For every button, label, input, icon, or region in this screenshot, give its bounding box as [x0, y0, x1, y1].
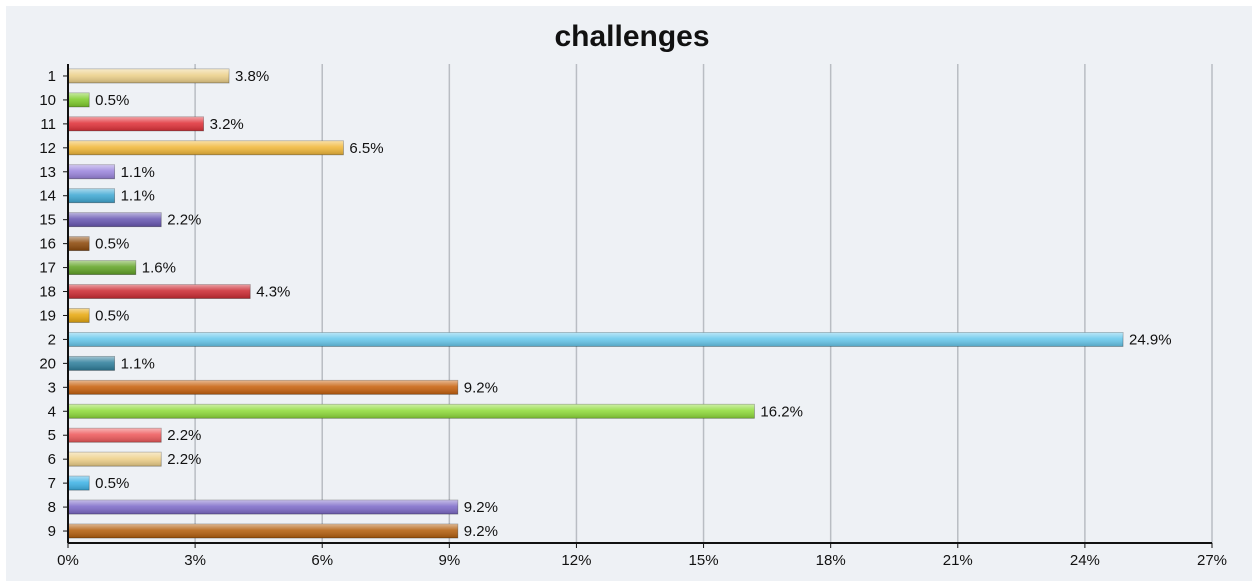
data-label: 9.2% — [464, 379, 498, 396]
data-label: 1.6% — [142, 260, 176, 277]
y-tick-label: 11 — [40, 116, 56, 133]
y-tick-label: 12 — [39, 140, 56, 157]
data-label: 6.5% — [349, 140, 383, 157]
y-tick-label: 16 — [39, 236, 56, 253]
bar-highlight — [68, 212, 162, 227]
data-label: 2.2% — [167, 451, 201, 468]
y-tick-label: 13 — [39, 164, 56, 181]
bar-highlight — [68, 116, 204, 131]
y-tick-label: 17 — [39, 260, 56, 277]
bar-highlight — [68, 140, 344, 155]
y-tick-label: 6 — [48, 451, 56, 468]
y-tick-label: 8 — [48, 499, 56, 516]
bar-highlight — [68, 332, 1124, 347]
x-tick-label: 0% — [57, 552, 79, 569]
y-tick-label: 19 — [39, 307, 56, 324]
bar-highlight — [68, 236, 90, 251]
x-tick-label: 3% — [184, 552, 206, 569]
data-label: 1.1% — [121, 164, 155, 181]
data-label: 1.1% — [121, 355, 155, 372]
y-tick-label: 10 — [39, 92, 56, 109]
bar-highlight — [68, 356, 115, 371]
data-label: 9.2% — [464, 499, 498, 516]
x-tick-label: 24% — [1070, 552, 1100, 569]
x-tick-label: 18% — [816, 552, 846, 569]
y-tick-label: 15 — [39, 212, 56, 229]
y-tick-label: 20 — [39, 355, 56, 372]
bar-chart: challenges 0% 3% 6% 9% 12% 15% 18% 21% 24% 27% 1 3.… — [39, 20, 1227, 569]
chart-panel: challenges 0% 3% 6% 9% 12% 15% 18% 21% 24% 27% 1 3.… — [6, 6, 1252, 581]
bar-highlight — [68, 92, 90, 107]
gridlines — [194, 64, 1213, 543]
bar-highlight — [68, 68, 230, 83]
data-label: 9.2% — [464, 523, 498, 540]
data-label: 24.9% — [1129, 331, 1172, 348]
bar-highlight — [68, 428, 162, 443]
chart-title: challenges — [554, 20, 709, 53]
bars — [67, 68, 1124, 539]
bar-highlight — [68, 164, 115, 179]
x-tick-label: 9% — [438, 552, 460, 569]
y-tick-label: 14 — [39, 188, 56, 205]
data-label: 3.2% — [210, 116, 244, 133]
data-label: 2.2% — [167, 212, 201, 229]
data-label: 4.3% — [256, 284, 290, 301]
x-tick-label: 15% — [689, 552, 719, 569]
bar-highlight — [68, 308, 90, 323]
y-tick-label: 3 — [48, 379, 56, 396]
data-label: 16.2% — [760, 403, 803, 420]
x-tick-label: 27% — [1197, 552, 1227, 569]
y-tick-label: 5 — [48, 427, 56, 444]
x-tick-label: 6% — [311, 552, 333, 569]
x-tick-label: 12% — [561, 552, 591, 569]
bar-highlight — [68, 380, 458, 395]
y-tick-label: 4 — [48, 403, 56, 420]
data-label: 0.5% — [95, 475, 129, 492]
data-label: 2.2% — [167, 427, 201, 444]
axes — [63, 64, 1213, 548]
bar-highlight — [68, 284, 251, 299]
data-label: 3.8% — [235, 68, 269, 85]
labels: 0% 3% 6% 9% 12% 15% 18% 21% 24% 27% 1 3.8% 10 0.5% 11 3… — [39, 68, 1227, 569]
data-label: 0.5% — [95, 236, 129, 253]
bar-highlight — [68, 524, 458, 539]
data-label: 1.1% — [121, 188, 155, 205]
y-tick-label: 1 — [48, 68, 56, 85]
data-label: 0.5% — [95, 92, 129, 109]
bar-highlight — [68, 452, 162, 467]
bar-highlight — [68, 188, 115, 203]
bar-highlight — [68, 404, 755, 419]
data-label: 0.5% — [95, 307, 129, 324]
bar-highlight — [68, 260, 136, 275]
x-tick-label: 21% — [943, 552, 973, 569]
y-tick-label: 18 — [39, 284, 56, 301]
bar-highlight — [68, 476, 90, 491]
y-tick-label: 7 — [48, 475, 56, 492]
y-tick-label: 2 — [48, 331, 56, 348]
y-tick-label: 9 — [48, 523, 56, 540]
bar-highlight — [68, 500, 458, 515]
